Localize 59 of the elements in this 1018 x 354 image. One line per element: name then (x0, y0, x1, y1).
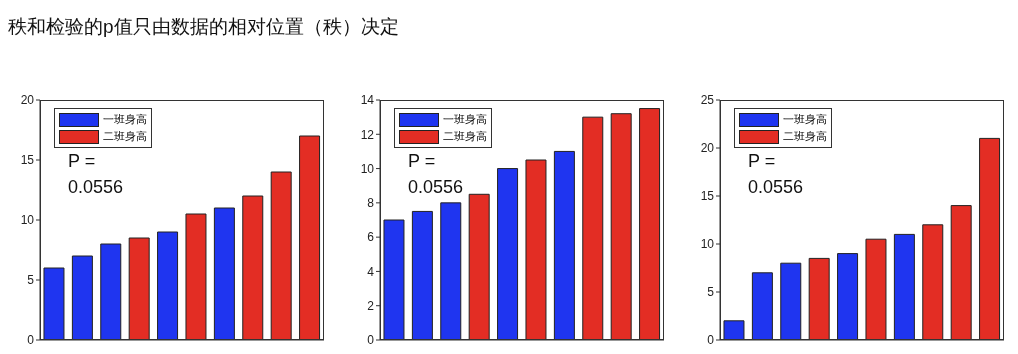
bar (299, 135, 321, 340)
bar (865, 238, 887, 340)
legend-label: 二班身高 (103, 129, 147, 144)
y-tick-label: 15 (20, 153, 35, 168)
bar (610, 113, 632, 340)
y-tick-label: 14 (360, 93, 375, 108)
bar (100, 243, 122, 340)
y-tick-label: 10 (360, 161, 375, 176)
y-tick-label: 2 (367, 298, 375, 313)
bar (950, 205, 972, 340)
bar (71, 255, 93, 340)
y-tick-label: 5 (707, 285, 715, 300)
legend-label: 二班身高 (443, 129, 487, 144)
legend-label: 二班身高 (783, 129, 827, 144)
bar (411, 210, 433, 340)
bar (185, 213, 207, 340)
bar (780, 262, 802, 340)
y-tick-label: 0 (707, 333, 715, 348)
y-tick-label: 0 (367, 333, 375, 348)
bar (497, 168, 519, 340)
annotation: P = 0.0556 (408, 150, 465, 199)
bar (979, 137, 1001, 340)
bar (43, 267, 65, 340)
y-tick-label: 15 (700, 189, 715, 204)
bar (383, 219, 405, 340)
y-tick-label: 10 (700, 237, 715, 252)
y-tick-label: 0 (27, 333, 35, 348)
bar (213, 207, 235, 340)
bar (553, 150, 575, 340)
y-tick-label: 5 (27, 273, 35, 288)
bar (440, 202, 462, 340)
bar (468, 193, 490, 340)
bar (639, 108, 661, 340)
y-tick-label: 8 (367, 196, 375, 211)
bar (808, 257, 830, 340)
chart-title: 秩和检验的p值只由数据的相对位置（秩）决定 (8, 15, 399, 39)
y-tick-label: 25 (700, 93, 715, 108)
bar (582, 116, 604, 340)
y-tick-label: 4 (367, 264, 375, 279)
bar (893, 233, 915, 340)
annotation: P = 0.0556 (68, 150, 125, 199)
y-tick-label: 10 (20, 213, 35, 228)
bar (525, 159, 547, 340)
y-tick-label: 20 (700, 141, 715, 156)
y-tick-label: 12 (360, 127, 375, 142)
legend-label: 一班身高 (783, 112, 827, 127)
bar (157, 231, 179, 340)
bar (723, 320, 745, 340)
legend-label: 一班身高 (443, 112, 487, 127)
bar (751, 272, 773, 340)
legend-label: 一班身高 (103, 112, 147, 127)
annotation: P = 0.0556 (748, 150, 805, 199)
bar (242, 195, 264, 340)
bar (128, 237, 150, 340)
bar (837, 253, 859, 340)
bar (922, 224, 944, 340)
bar (270, 171, 292, 340)
y-tick-label: 6 (367, 230, 375, 245)
y-tick-label: 20 (20, 93, 35, 108)
